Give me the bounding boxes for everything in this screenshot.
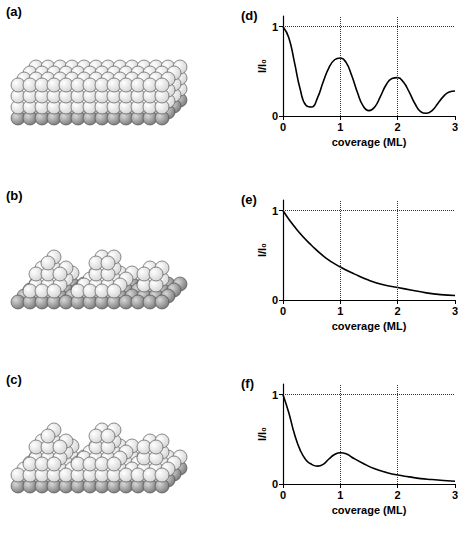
svg-text:I/I₀: I/I₀ [256,427,268,441]
svg-text:(b): (b) [6,188,23,203]
svg-text:2: 2 [395,121,401,133]
svg-text:(e): (e) [241,192,257,207]
svg-text:1: 1 [337,489,343,501]
svg-text:1: 1 [337,305,343,317]
svg-text:coverage (ML): coverage (ML) [332,504,407,516]
svg-text:I/I₀: I/I₀ [256,59,268,73]
svg-text:2: 2 [395,305,401,317]
svg-text:I/I₀: I/I₀ [256,243,268,257]
svg-text:0: 0 [272,110,278,122]
svg-text:coverage (ML): coverage (ML) [332,136,407,148]
svg-text:0: 0 [280,305,286,317]
svg-text:(f): (f) [241,376,254,391]
svg-text:3: 3 [452,121,458,133]
svg-text:1: 1 [337,121,343,133]
svg-text:0: 0 [280,489,286,501]
svg-text:0: 0 [272,294,278,306]
svg-text:(d): (d) [241,8,258,23]
svg-text:coverage (ML): coverage (ML) [332,320,407,332]
svg-text:1: 1 [272,21,278,33]
svg-text:1: 1 [272,205,278,217]
svg-text:(a): (a) [6,4,22,19]
svg-text:(c): (c) [6,372,22,387]
svg-text:3: 3 [452,489,458,501]
svg-text:0: 0 [280,121,286,133]
svg-text:3: 3 [452,305,458,317]
svg-text:2: 2 [395,489,401,501]
svg-text:0: 0 [272,478,278,490]
svg-text:1: 1 [272,389,278,401]
